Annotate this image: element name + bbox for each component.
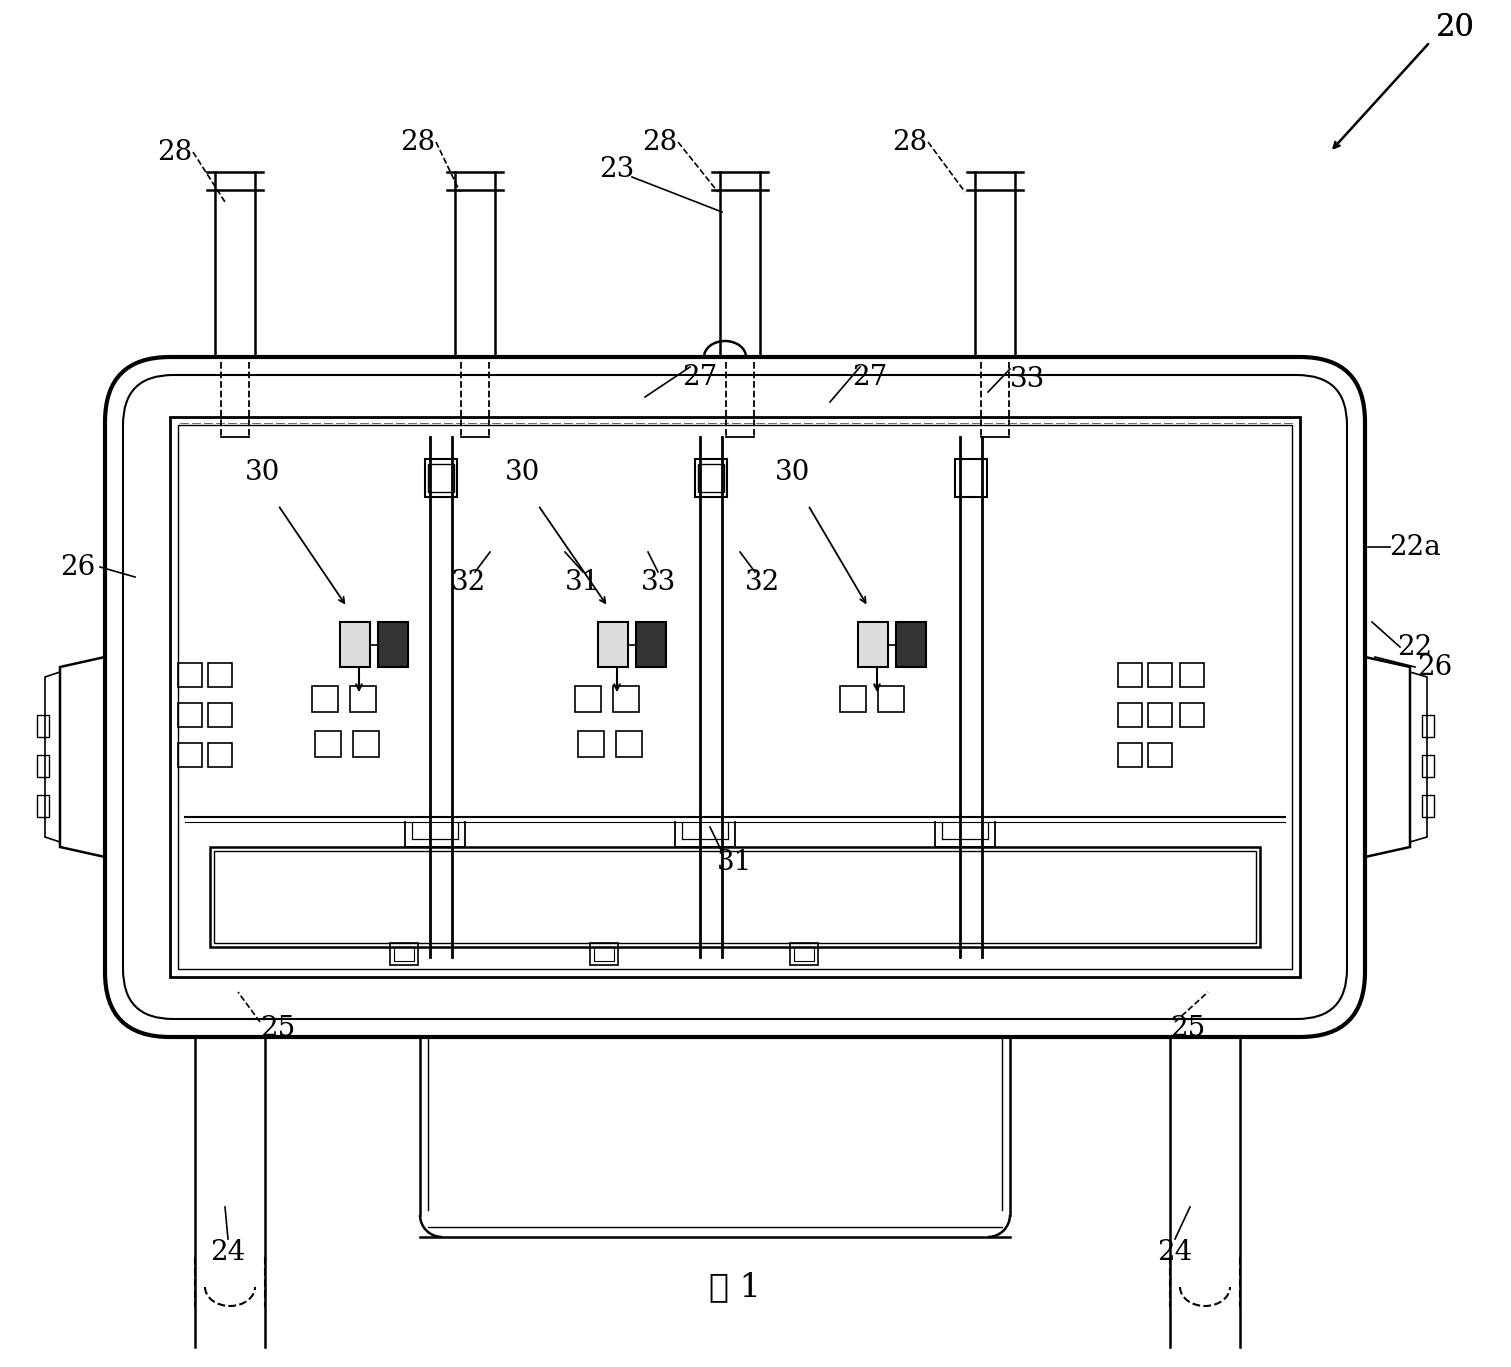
Text: 25: 25 [1171,1016,1206,1043]
Text: 22a: 22a [1389,533,1441,560]
Bar [36,796,48,817]
Bar [351,686,376,712]
Bar [636,622,666,667]
Text: 27: 27 [683,364,718,391]
Bar [209,703,233,727]
Bar [896,622,926,667]
Text: 28: 28 [642,128,677,156]
Bar [858,622,888,667]
Bar [698,463,724,492]
Text: 20: 20 [1435,11,1475,42]
Bar [178,744,202,767]
Bar [428,463,453,492]
Bar [1118,703,1142,727]
Text: 27: 27 [852,364,887,391]
Bar [378,622,408,667]
Text: 22: 22 [1398,633,1432,660]
Bar [878,686,904,712]
Bar [1148,703,1173,727]
Bar [425,459,456,498]
Bar [613,686,639,712]
Text: 33: 33 [641,569,675,596]
Bar [790,943,817,965]
Bar [1118,663,1142,688]
Bar [1422,796,1434,817]
Bar [579,731,604,757]
Bar [390,943,419,965]
Bar [209,663,233,688]
Bar [171,417,1299,977]
Text: 25: 25 [260,1016,296,1043]
Text: 28: 28 [157,138,192,165]
Bar [840,686,866,712]
Text: 28: 28 [400,128,435,156]
Text: 30: 30 [505,458,541,485]
Bar [616,731,642,757]
Bar [215,852,1256,943]
Bar [594,947,613,961]
Text: 30: 30 [775,458,811,485]
Text: 31: 31 [718,849,752,875]
Text: 28: 28 [893,128,928,156]
Text: 33: 33 [1011,365,1046,392]
Bar [209,744,233,767]
Bar [210,848,1260,947]
Text: 26: 26 [60,554,95,581]
Text: 32: 32 [745,569,780,596]
Text: 24: 24 [210,1239,246,1266]
Bar [178,703,202,727]
Bar [354,731,379,757]
Bar [695,459,727,498]
Text: 24: 24 [1157,1239,1192,1266]
Text: 31: 31 [565,569,601,596]
Text: 30: 30 [245,458,281,485]
Bar [598,622,629,667]
Bar [1148,663,1173,688]
Text: 20: 20 [1435,11,1475,42]
Text: 26: 26 [1417,653,1452,681]
Bar [1118,744,1142,767]
Bar [178,663,202,688]
Bar [311,686,338,712]
Bar [1180,703,1204,727]
Bar [955,459,987,498]
Bar [793,947,814,961]
Bar [314,731,341,757]
Bar [340,622,370,667]
Bar [589,943,618,965]
Bar [36,715,48,737]
Bar [1180,663,1204,688]
Bar [1422,715,1434,737]
Bar [394,947,414,961]
Bar [1422,755,1434,776]
Bar [178,425,1292,969]
Bar [576,686,601,712]
Text: 23: 23 [600,156,635,183]
Text: 图 1: 图 1 [709,1271,762,1303]
Text: 32: 32 [450,569,485,596]
Bar [1148,744,1173,767]
Bar [36,755,48,776]
